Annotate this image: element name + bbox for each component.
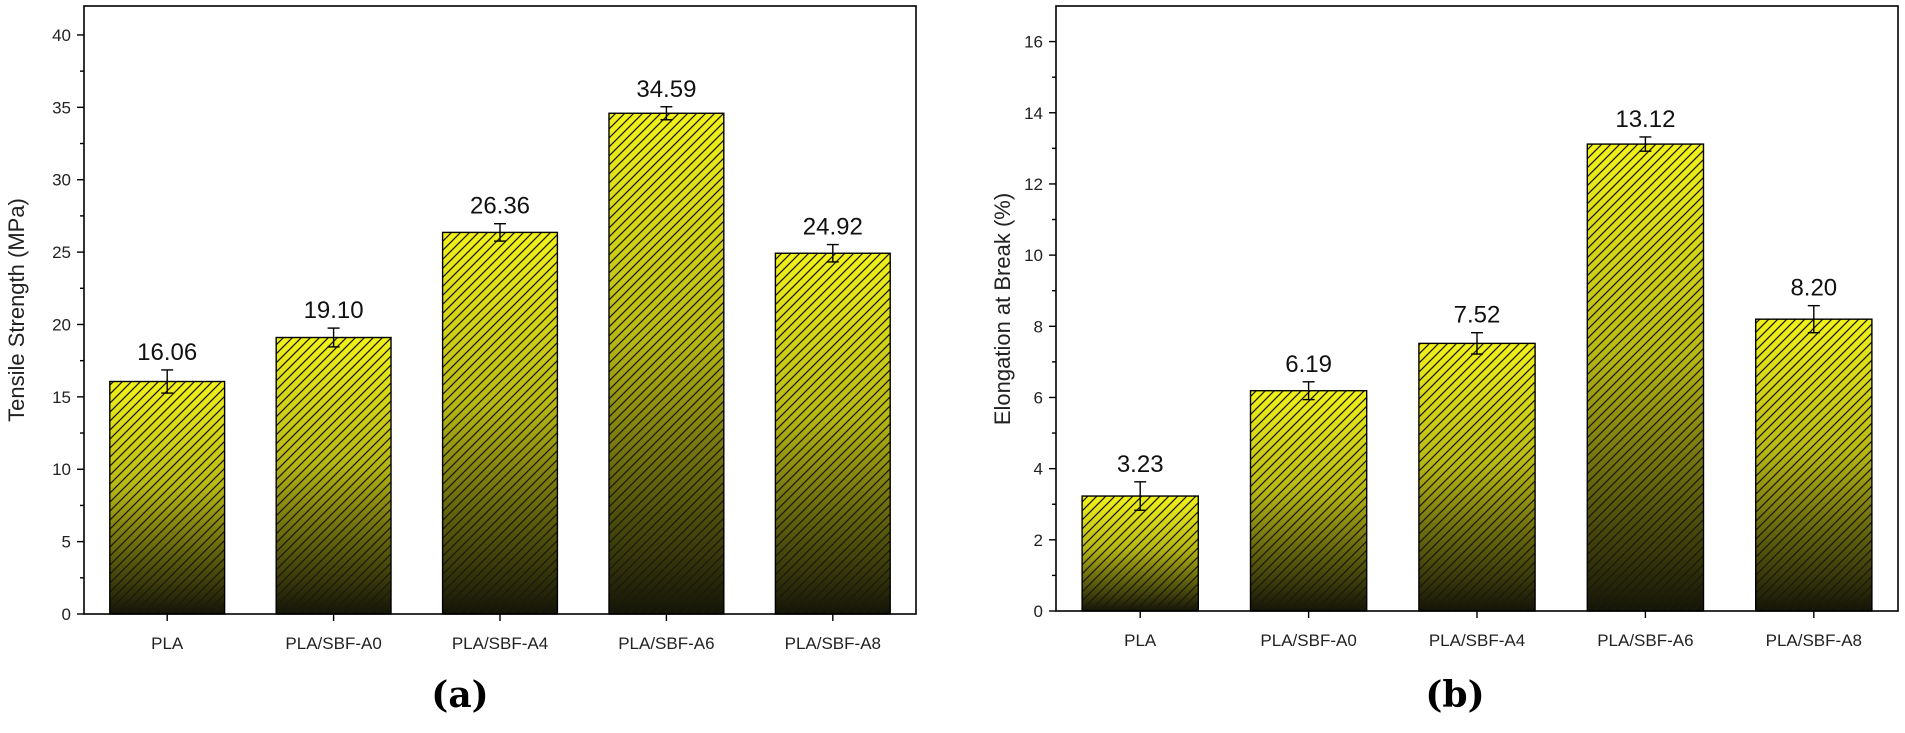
bar-hatch [442, 232, 558, 614]
x-tick-label: PLA/SBF-A0 [1260, 631, 1356, 650]
panel-label: (b) [1425, 674, 1484, 716]
y-tick-label: 25 [52, 243, 71, 262]
x-tick-label: PLA/SBF-A0 [285, 634, 381, 653]
bar-group [1586, 143, 1705, 612]
bar-hatch [1587, 144, 1704, 612]
bar-group [1755, 318, 1873, 612]
error-bar [660, 106, 673, 121]
bar-group [774, 252, 891, 615]
data-label: 19.10 [304, 297, 364, 324]
panel-label: (a) [431, 674, 488, 716]
data-label: 3.23 [1117, 451, 1164, 478]
x-tick-label: PLA/SBF-A8 [1766, 631, 1862, 650]
error-bar [826, 243, 839, 263]
bar-hatch [1755, 319, 1872, 611]
error-bar [1639, 136, 1652, 152]
bar-hatch [775, 253, 891, 614]
error-bar [161, 369, 174, 394]
y-tick-label: 10 [1024, 246, 1043, 265]
y-tick-label: 12 [1024, 175, 1043, 194]
x-tick-label: PLA/SBF-A4 [1429, 631, 1525, 650]
y-tick-label: 14 [1024, 104, 1043, 123]
plot-frame [83, 5, 917, 615]
data-label: 13.12 [1615, 106, 1675, 133]
y-tick-label: 8 [1034, 317, 1043, 336]
y-tick-label: 0 [1034, 602, 1043, 621]
data-label: 26.36 [470, 193, 530, 220]
data-label: 8.20 [1790, 275, 1837, 302]
bar-hatch [1082, 496, 1199, 611]
bar-group [109, 380, 226, 615]
bar-group [608, 112, 725, 615]
y-tick-label: 15 [52, 388, 71, 407]
bar-hatch [608, 113, 724, 615]
bar-hatch [109, 381, 225, 614]
y-tick-label: 6 [1034, 388, 1043, 407]
data-label: 6.19 [1285, 351, 1332, 378]
y-tick-label: 40 [52, 26, 71, 45]
y-tick-label: 2 [1034, 531, 1043, 550]
plot-frame [1055, 5, 1899, 612]
x-tick-label: PLA/SBF-A8 [785, 634, 881, 653]
y-tick-label: 20 [52, 315, 71, 334]
bar-group [1249, 390, 1368, 612]
x-tick-label: PLA/SBF-A4 [452, 634, 548, 653]
error-bar [327, 327, 340, 348]
error-bar [1134, 481, 1147, 511]
y-tick-label: 0 [62, 605, 71, 624]
data-label: 7.52 [1454, 302, 1501, 329]
x-tick-label: PLA [1124, 631, 1157, 650]
tensile-strength-chart: 16.06 PLA 19.10 PLA/SBF-A0 26.36 PLA/SBF-A4 34… [4, 5, 917, 716]
y-tick-label: 4 [1034, 460, 1043, 479]
y-tick-label: 35 [52, 98, 71, 117]
y-tick-label: 5 [62, 533, 71, 552]
y-axis-title: Elongation at Break (%) [990, 193, 1015, 425]
bar-group [1081, 495, 1199, 612]
data-label: 34.59 [636, 76, 696, 103]
data-label: 24.92 [803, 214, 863, 241]
x-tick-label: PLA/SBF-A6 [618, 634, 714, 653]
error-bar [494, 223, 506, 242]
elongation-chart: 3.23 PLA 6.19 PLA/SBF-A0 7.52 PLA/SBF-A4 13.12… [990, 5, 1899, 716]
bar-hatch [276, 337, 392, 614]
error-bar [1471, 332, 1483, 355]
bar-group [441, 231, 559, 615]
bar-group [1418, 342, 1536, 612]
error-bar [1302, 381, 1315, 401]
bar-hatch [1250, 390, 1367, 611]
data-label: 16.06 [137, 339, 197, 366]
error-bar [1807, 304, 1820, 334]
y-axis-title: Tensile Strength (MPa) [4, 198, 29, 422]
y-tick-label: 30 [52, 171, 71, 190]
x-tick-label: PLA [151, 634, 184, 653]
bar-hatch [1418, 343, 1536, 611]
x-tick-label: PLA/SBF-A6 [1597, 631, 1693, 650]
y-tick-label: 10 [52, 460, 71, 479]
y-tick-label: 16 [1024, 33, 1043, 52]
bar-group [275, 336, 392, 615]
